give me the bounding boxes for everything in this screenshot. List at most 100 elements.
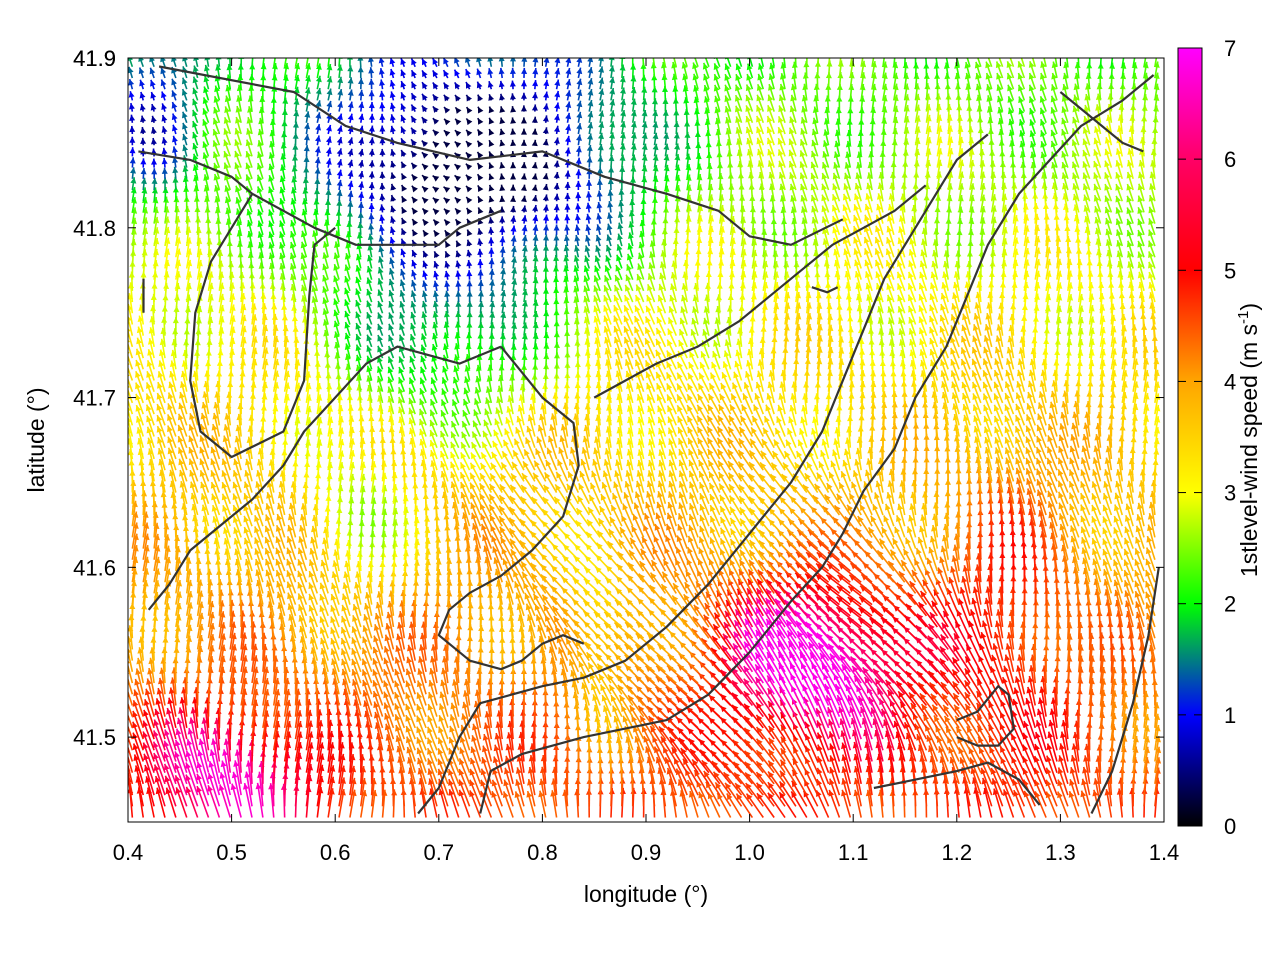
wind-arrow — [218, 784, 232, 818]
wind-arrow — [1034, 779, 1047, 807]
wind-arrow — [791, 780, 808, 807]
wind-arrow — [219, 772, 232, 807]
wind-arrow — [491, 779, 503, 807]
wind-arrow — [767, 781, 786, 807]
wind-arrow — [990, 767, 1004, 796]
wind-arrow — [174, 774, 188, 807]
wind-arrow — [469, 779, 482, 807]
wind-arrow — [438, 788, 449, 818]
wind-arrow — [779, 770, 797, 796]
wind-arrows — [128, 58, 1162, 818]
wind-arrow — [491, 790, 503, 818]
wind-arrow — [174, 751, 188, 785]
wind-arrow — [707, 792, 721, 818]
wind-arrow — [767, 792, 786, 818]
wind-arrow — [686, 779, 699, 807]
wind-arrow — [698, 791, 710, 818]
wind-arrow — [207, 784, 221, 818]
wind-arrow — [208, 760, 221, 796]
wind-arrow — [1057, 791, 1069, 818]
wind-arrow — [1002, 789, 1015, 818]
wind-arrow — [1045, 791, 1058, 818]
wind-arrow — [196, 761, 210, 796]
wind-arrow — [853, 789, 862, 818]
wind-arrow — [1034, 791, 1047, 818]
wind-arrow — [231, 771, 242, 807]
wind-arrow — [714, 781, 732, 807]
wind-arrow — [816, 767, 830, 796]
wind-arrow — [791, 769, 808, 796]
wind-arrow — [1023, 790, 1036, 818]
wind-arrow — [220, 760, 232, 796]
wind-arrow — [503, 767, 514, 796]
wind-arrow — [163, 751, 177, 785]
wind-arrow — [1045, 767, 1058, 796]
wind-arrow — [991, 778, 1004, 807]
wind-arrow — [458, 789, 471, 818]
wind-arrow — [726, 793, 743, 818]
wind-arrow — [815, 789, 830, 818]
wind-arrow — [133, 754, 144, 785]
wind-arrow — [1081, 778, 1091, 807]
wind-arrow — [1057, 779, 1069, 807]
wind-arrow — [841, 778, 852, 807]
wind-arrow — [816, 778, 830, 807]
wind-arrow — [756, 792, 775, 818]
wind-arrow — [828, 778, 841, 807]
wind-arrow — [233, 760, 242, 796]
wind-arrow — [458, 779, 471, 807]
wind-arrow — [675, 768, 688, 796]
wind-arrow — [185, 774, 199, 807]
wind-arrow — [980, 767, 993, 796]
wind-arrow — [255, 782, 264, 818]
wind-arrow — [196, 785, 210, 818]
wind-arrow — [526, 790, 536, 818]
wind-arrow — [458, 768, 471, 796]
wind-arrow — [1082, 766, 1091, 796]
wind-arrow — [503, 779, 514, 807]
wind-arrow — [724, 782, 743, 807]
wind-arrow — [790, 791, 808, 818]
wind-arrow — [1080, 790, 1091, 818]
wind-arrow — [527, 778, 536, 807]
wind-arrow — [1012, 778, 1026, 807]
wind-arrow — [230, 783, 242, 818]
wind-arrow — [143, 764, 155, 796]
wind-arrow — [703, 770, 721, 796]
wind-arrow — [480, 768, 493, 796]
wind-arrow — [705, 781, 721, 807]
wind-arrow — [447, 768, 460, 796]
wind-arrow — [841, 766, 852, 796]
wind-arrow — [693, 769, 710, 796]
wind-arrow — [165, 787, 177, 818]
wind-arrow — [153, 764, 166, 796]
wind-arrow — [970, 767, 982, 796]
wind-arrow — [196, 773, 210, 807]
wind-arrow — [244, 771, 253, 807]
wind-arrow — [469, 790, 482, 818]
wind-arrow — [143, 753, 155, 785]
wind-arrow — [1022, 767, 1036, 796]
wind-arrow — [1001, 778, 1015, 807]
wind-arrow — [1033, 767, 1047, 796]
wind-arrow — [164, 775, 177, 807]
wind-arrow — [515, 767, 525, 796]
wind-arrow — [154, 775, 166, 807]
wind-arrow — [841, 789, 852, 818]
wind-arrow — [448, 789, 460, 818]
wind-arrow — [469, 768, 482, 796]
wind-arrow — [1057, 767, 1069, 796]
wind-arrow — [981, 777, 993, 807]
wind-arrow — [175, 787, 188, 818]
wind-arrow — [767, 771, 786, 796]
wind-arrow — [745, 793, 764, 818]
wind-arrow — [437, 768, 449, 796]
wind-arrow — [538, 790, 547, 818]
wind-arrow — [515, 779, 525, 807]
wind-arrow — [242, 782, 253, 818]
wind-arrow — [1093, 778, 1102, 807]
wind-arrow — [828, 789, 841, 818]
wind-arrow — [448, 778, 460, 807]
wind-arrow — [1069, 778, 1080, 807]
